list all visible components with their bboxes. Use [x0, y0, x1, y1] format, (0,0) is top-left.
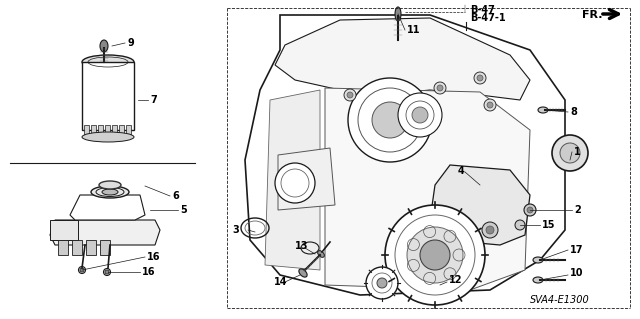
Ellipse shape — [100, 40, 108, 52]
Text: 9: 9 — [127, 38, 134, 48]
Polygon shape — [245, 15, 565, 295]
Circle shape — [434, 82, 446, 94]
Circle shape — [527, 207, 533, 213]
Ellipse shape — [317, 251, 324, 257]
Circle shape — [275, 163, 315, 203]
Polygon shape — [86, 240, 96, 255]
Circle shape — [407, 227, 463, 283]
Bar — [82, 62, 134, 130]
Polygon shape — [72, 240, 82, 255]
Ellipse shape — [538, 107, 548, 113]
Polygon shape — [278, 148, 335, 210]
Text: B-47-1: B-47-1 — [470, 13, 506, 23]
Polygon shape — [58, 240, 68, 255]
Text: SVA4-E1300: SVA4-E1300 — [530, 295, 589, 305]
Text: 15: 15 — [542, 220, 556, 230]
Circle shape — [344, 89, 356, 101]
Text: 11: 11 — [407, 25, 420, 35]
Circle shape — [347, 92, 353, 98]
Text: 2: 2 — [574, 205, 580, 215]
Text: 8: 8 — [570, 107, 577, 117]
Circle shape — [437, 85, 443, 91]
Circle shape — [477, 75, 483, 81]
Circle shape — [552, 135, 588, 171]
Ellipse shape — [105, 270, 109, 274]
Circle shape — [366, 267, 398, 299]
Polygon shape — [275, 18, 530, 100]
Bar — [91, 125, 96, 137]
Ellipse shape — [99, 181, 121, 189]
Bar — [126, 125, 131, 137]
Circle shape — [377, 278, 387, 288]
Circle shape — [385, 205, 485, 305]
Text: 16: 16 — [142, 267, 156, 277]
Text: 6: 6 — [172, 191, 179, 201]
Circle shape — [420, 240, 450, 270]
Text: B-47: B-47 — [470, 5, 495, 15]
Polygon shape — [100, 240, 110, 255]
Bar — [105, 125, 110, 137]
Circle shape — [560, 143, 580, 163]
Text: 13: 13 — [295, 241, 308, 251]
Circle shape — [474, 72, 486, 84]
Text: 1: 1 — [574, 147, 580, 157]
Circle shape — [524, 204, 536, 216]
Ellipse shape — [79, 266, 86, 273]
Circle shape — [372, 102, 408, 138]
Circle shape — [484, 99, 496, 111]
Circle shape — [487, 102, 493, 108]
Ellipse shape — [533, 277, 543, 283]
Polygon shape — [430, 165, 530, 245]
Text: 17: 17 — [570, 245, 584, 255]
Circle shape — [348, 78, 432, 162]
Circle shape — [412, 107, 428, 123]
Ellipse shape — [533, 257, 543, 263]
Text: FR.: FR. — [582, 10, 602, 20]
Ellipse shape — [91, 186, 129, 198]
Text: 7: 7 — [150, 95, 157, 105]
Ellipse shape — [299, 269, 307, 277]
Polygon shape — [70, 195, 145, 220]
Bar — [98, 125, 103, 137]
Text: 5: 5 — [180, 205, 187, 215]
Text: 3: 3 — [232, 225, 239, 235]
Text: 16: 16 — [147, 252, 161, 262]
Text: 14: 14 — [274, 277, 287, 287]
Bar — [84, 125, 89, 137]
Polygon shape — [50, 220, 78, 240]
Ellipse shape — [395, 7, 401, 21]
Circle shape — [486, 226, 494, 234]
Text: 12: 12 — [449, 275, 463, 285]
Circle shape — [482, 222, 498, 238]
Polygon shape — [265, 90, 320, 270]
Ellipse shape — [104, 269, 111, 276]
Polygon shape — [325, 88, 530, 290]
Ellipse shape — [102, 189, 118, 195]
Polygon shape — [50, 220, 160, 245]
Text: 4: 4 — [458, 166, 465, 176]
Ellipse shape — [82, 132, 134, 142]
Circle shape — [398, 93, 442, 137]
Ellipse shape — [80, 268, 84, 272]
Circle shape — [515, 220, 525, 230]
Bar — [112, 125, 117, 137]
Bar — [119, 125, 124, 137]
Text: 10: 10 — [570, 268, 584, 278]
Ellipse shape — [82, 55, 134, 69]
